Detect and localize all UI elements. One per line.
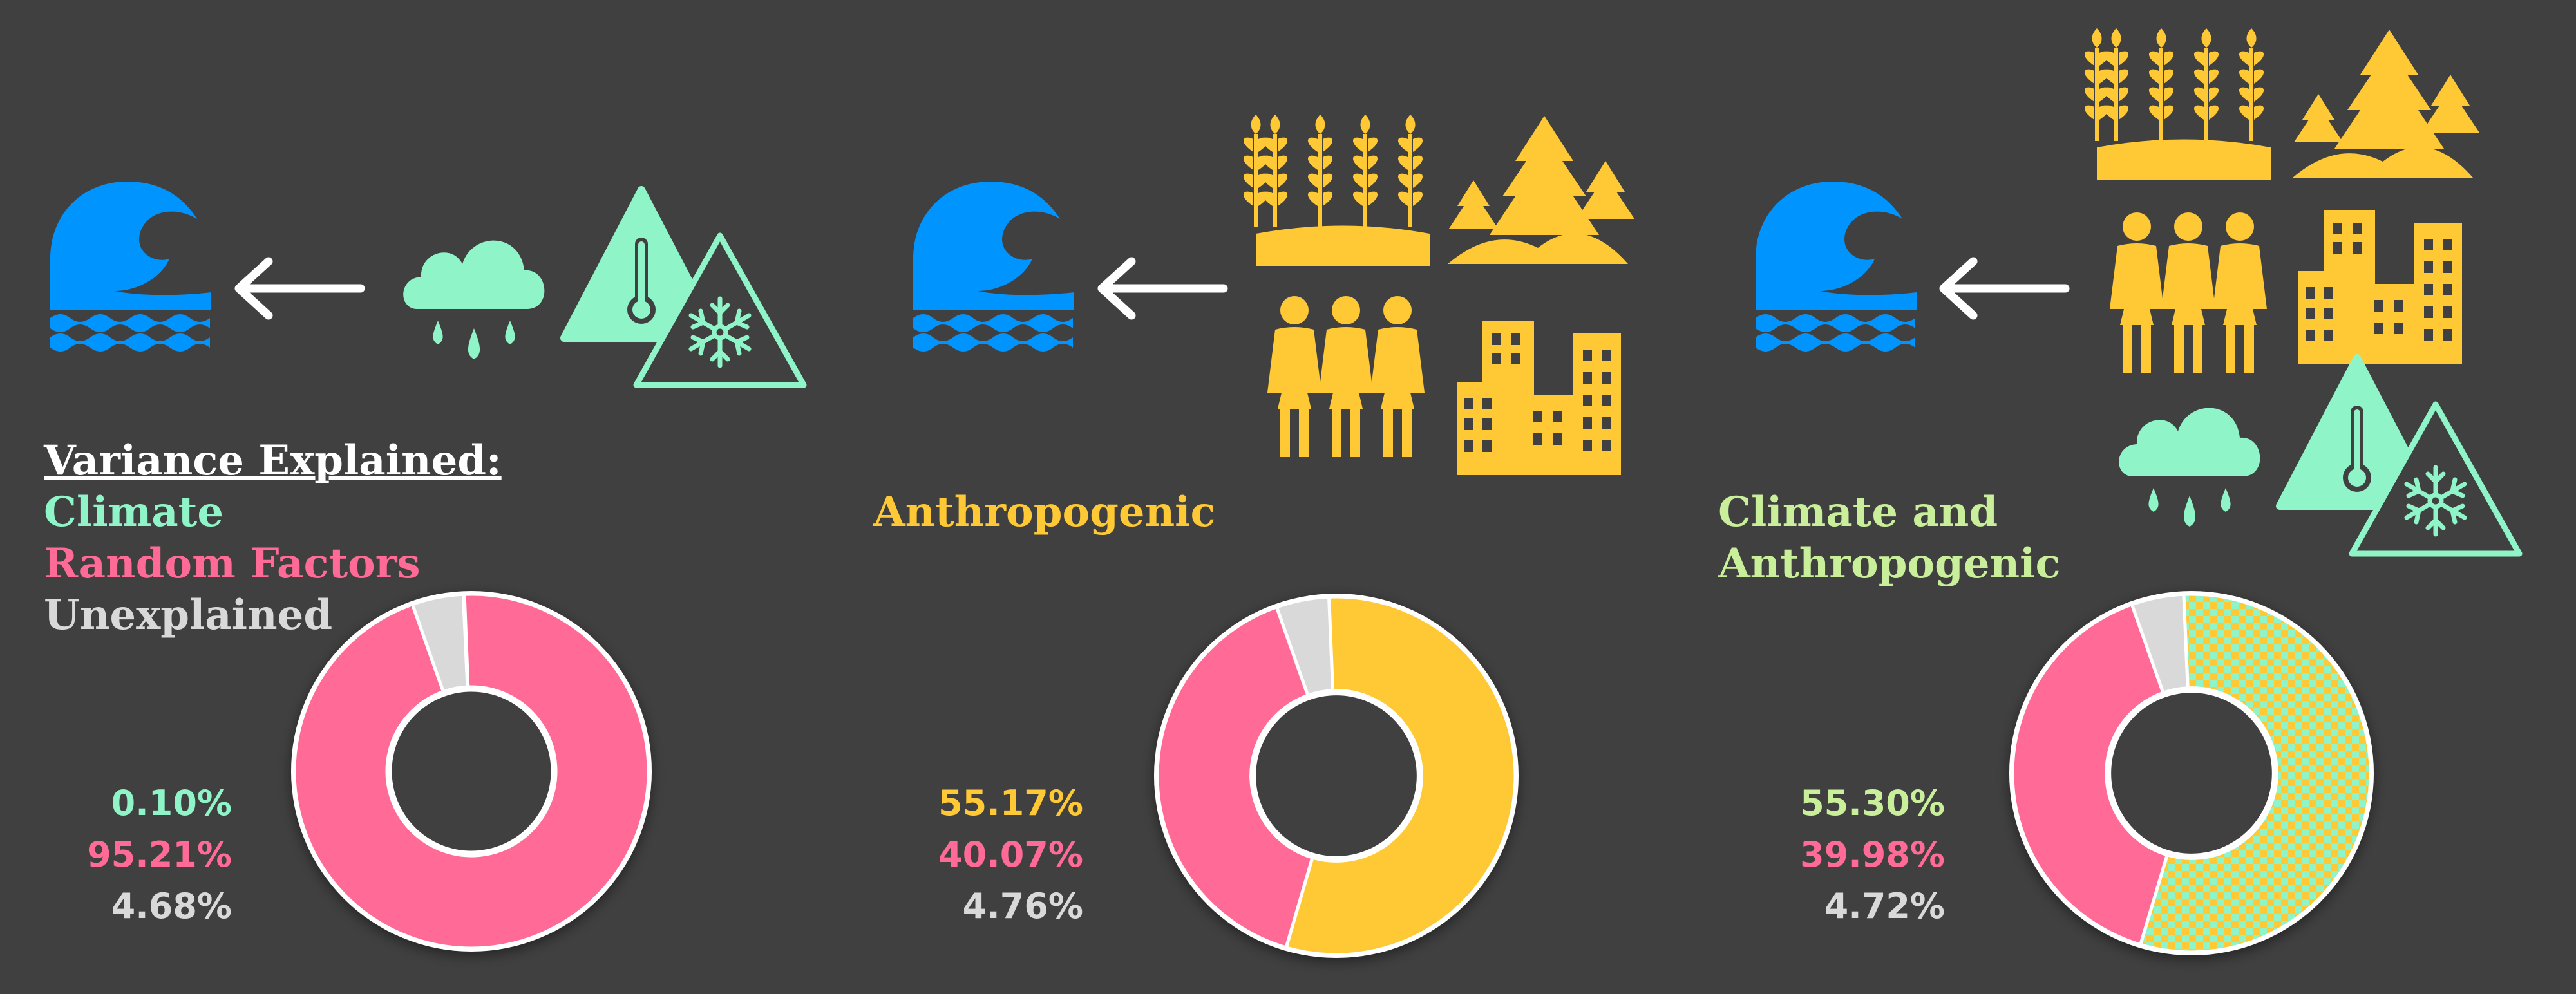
wheat-field-icon bbox=[2085, 28, 2271, 180]
data-label-climate-anthropogenic: 55.30% bbox=[1800, 783, 1945, 823]
panel-title-anthropogenic: Anthropogenic bbox=[873, 488, 1216, 536]
buildings-icon bbox=[2298, 210, 2462, 364]
segment-random-factors bbox=[292, 592, 650, 950]
legend-item-unexplained: Unexplained bbox=[44, 591, 333, 639]
people-icon bbox=[2110, 212, 2267, 373]
rain-cloud-icon bbox=[403, 240, 545, 359]
rain-cloud-icon bbox=[2119, 408, 2260, 527]
data-label-climate: 0.10% bbox=[111, 783, 232, 823]
arrow-left-icon bbox=[239, 261, 361, 315]
forest-icon bbox=[2293, 30, 2479, 178]
wheat-field-icon bbox=[1244, 115, 1430, 266]
legend-title: Variance Explained: bbox=[44, 436, 502, 485]
legend-item-climate: Climate bbox=[44, 488, 224, 536]
flood-wave-icon bbox=[913, 182, 1074, 352]
segment-random-factors bbox=[2011, 602, 2170, 947]
data-label-unexplained: 4.72% bbox=[1824, 886, 1945, 926]
people-icon bbox=[1267, 296, 1425, 457]
panel-title-climate-anthropogenic: Climate and Anthropogenic bbox=[1718, 488, 2061, 588]
legend: Variance Explained: Climate Random Facto… bbox=[44, 435, 502, 641]
data-label-random-factors: 40.07% bbox=[938, 834, 1083, 875]
donut-hole bbox=[388, 688, 554, 854]
flood-wave-icon bbox=[50, 182, 211, 352]
buildings-icon bbox=[1457, 321, 1621, 475]
segment-climate-anthropogenic bbox=[2138, 592, 2372, 954]
donut-chart-anthropogenic bbox=[1154, 594, 1519, 958]
data-label-unexplained: 4.68% bbox=[111, 886, 232, 926]
segment-anthropogenic bbox=[1284, 595, 1517, 957]
donut-hole bbox=[1253, 692, 1420, 859]
donut-chart-climate-anthropogenic bbox=[2009, 591, 2374, 955]
legend-item-random-factors: Random Factors bbox=[44, 539, 421, 588]
segment-random-factors bbox=[1155, 605, 1315, 950]
forest-icon bbox=[1448, 116, 1634, 264]
data-label-anthropogenic: 55.17% bbox=[938, 783, 1083, 823]
donut-hole bbox=[2108, 689, 2275, 857]
data-label-random-factors: 39.98% bbox=[1800, 834, 1945, 875]
arrow-left-icon bbox=[1944, 261, 2065, 315]
data-label-unexplained: 4.76% bbox=[962, 886, 1083, 926]
donut-chart-climate bbox=[291, 591, 652, 952]
arrow-left-icon bbox=[1102, 261, 1224, 315]
flood-wave-icon bbox=[1756, 182, 1917, 352]
data-label-random-factors: 95.21% bbox=[87, 834, 232, 875]
